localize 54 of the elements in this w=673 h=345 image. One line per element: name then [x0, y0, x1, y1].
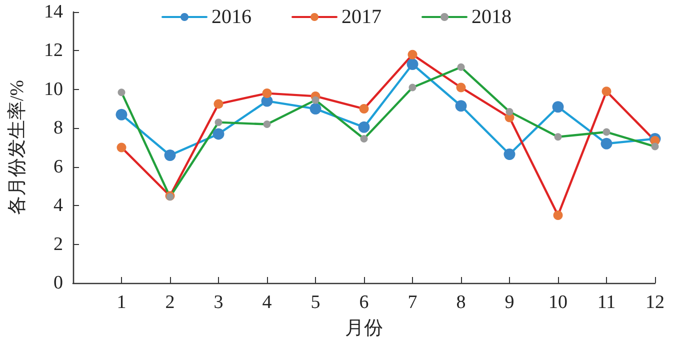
y-tick-label: 6	[54, 156, 63, 178]
point	[457, 63, 465, 71]
point	[553, 210, 563, 220]
x-tick-label: 7	[408, 292, 418, 313]
y-tick-label: 2	[54, 234, 63, 255]
point	[263, 120, 271, 128]
point	[118, 88, 126, 96]
point	[455, 100, 467, 112]
x-tick-label: 3	[214, 292, 224, 313]
point	[164, 149, 176, 161]
x-tick-label: 12	[646, 292, 664, 313]
y-tick-label: 4	[54, 195, 64, 216]
point	[212, 128, 224, 140]
point	[214, 118, 222, 126]
point	[406, 58, 418, 70]
point	[602, 86, 612, 96]
x-tick-label: 5	[310, 292, 320, 313]
point	[262, 88, 272, 98]
point	[360, 135, 368, 143]
y-tick-label: 10	[44, 78, 63, 100]
point	[602, 128, 610, 136]
x-tick-label: 4	[262, 292, 272, 313]
y-tick-label: 12	[44, 40, 63, 62]
point	[116, 142, 126, 152]
y-axis-title: 各月份发生率/%	[6, 80, 28, 216]
x-tick-label: 10	[548, 292, 568, 313]
point	[600, 138, 612, 150]
point	[408, 50, 418, 60]
x-tick-label: 8	[456, 292, 466, 313]
x-tick-label: 2	[165, 292, 175, 313]
point	[312, 96, 320, 104]
point	[358, 121, 370, 133]
point	[116, 108, 128, 120]
point	[651, 142, 659, 150]
x-tick-label: 11	[597, 292, 616, 313]
point	[214, 99, 224, 109]
y-tick-label: 14	[44, 2, 64, 22]
x-axis-title: 月份	[345, 318, 383, 339]
x-tick-label: 1	[116, 292, 126, 313]
y-tick-label: 8	[54, 118, 63, 139]
x-tick-label: 6	[359, 292, 369, 313]
point	[506, 108, 514, 116]
point	[504, 148, 516, 160]
y-tick-label: 0	[54, 272, 63, 294]
legend-label: 2018	[472, 6, 512, 28]
point	[456, 82, 466, 92]
x-tick-label: 9	[504, 292, 514, 313]
point	[408, 84, 416, 92]
point	[310, 103, 322, 115]
point	[552, 101, 564, 113]
legend-label: 2017	[342, 6, 382, 28]
legend-label: 2016	[212, 6, 252, 28]
point	[359, 104, 369, 114]
point	[554, 133, 562, 141]
